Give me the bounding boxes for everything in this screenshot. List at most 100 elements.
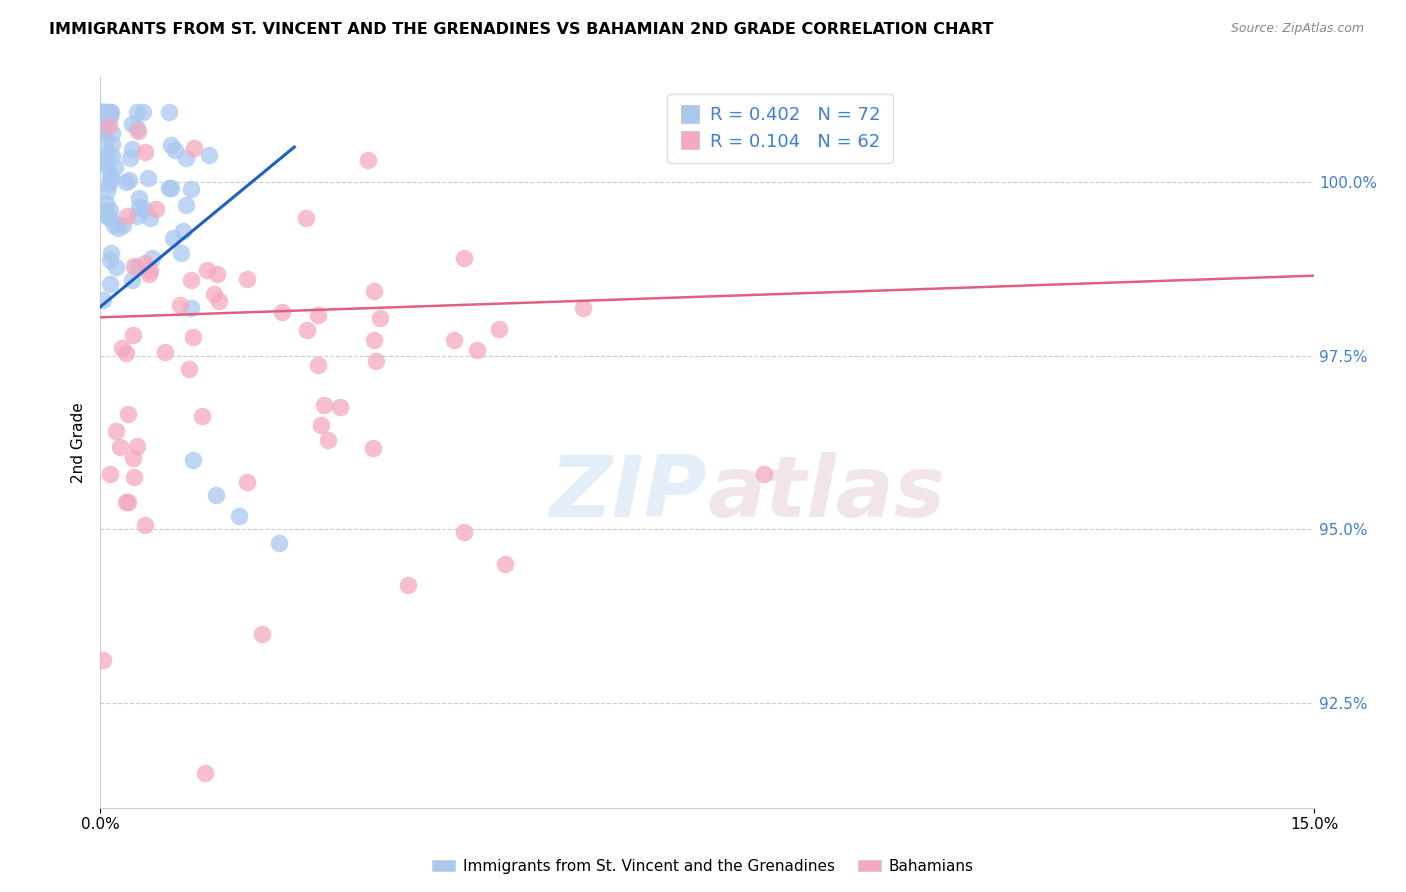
Point <box>94 203 117 218</box>
Point <box>488 322 510 336</box>
Point <box>205 488 228 502</box>
Point <box>572 301 595 315</box>
Point <box>357 153 380 167</box>
Point <box>96 184 118 198</box>
Point <box>127 123 149 137</box>
Point <box>117 407 139 421</box>
Point <box>235 271 257 285</box>
Point <box>115 495 138 509</box>
Point <box>103 218 125 232</box>
Point <box>128 200 150 214</box>
Point <box>121 450 143 465</box>
Point <box>134 255 156 269</box>
Point <box>141 252 163 266</box>
Point <box>93 653 115 667</box>
Point <box>443 333 465 347</box>
Point <box>198 148 221 162</box>
Point <box>179 362 201 376</box>
Point <box>97 177 120 191</box>
Point <box>115 346 138 360</box>
Point <box>250 627 273 641</box>
Point <box>91 151 114 165</box>
Point <box>138 262 160 277</box>
Point <box>105 424 128 438</box>
Point <box>316 433 339 447</box>
Point <box>183 141 205 155</box>
Point <box>132 202 155 216</box>
Point <box>465 343 488 358</box>
Point <box>98 119 121 133</box>
Point <box>122 469 145 483</box>
Point <box>295 211 318 225</box>
Y-axis label: 2nd Grade: 2nd Grade <box>72 402 86 483</box>
Point <box>271 304 294 318</box>
Point <box>157 180 180 194</box>
Point <box>108 440 131 454</box>
Point <box>453 525 475 540</box>
Point <box>125 120 148 135</box>
Point <box>105 260 128 274</box>
Point <box>309 418 332 433</box>
Point <box>169 246 191 260</box>
Point <box>363 284 385 298</box>
Point <box>138 267 160 281</box>
Point <box>159 181 181 195</box>
Point <box>98 203 121 218</box>
Point <box>159 138 181 153</box>
Point <box>494 558 516 572</box>
Point <box>191 409 214 423</box>
Point <box>96 195 118 210</box>
Point <box>307 358 329 372</box>
Point <box>100 277 122 291</box>
Point <box>107 221 129 235</box>
Point <box>368 310 391 325</box>
Point <box>128 191 150 205</box>
Point <box>172 224 194 238</box>
Point <box>90 120 112 135</box>
Point <box>91 105 114 120</box>
Text: ZIP: ZIP <box>550 452 707 535</box>
Point <box>100 170 122 185</box>
Point <box>138 211 160 226</box>
Point <box>157 105 180 120</box>
Point <box>101 137 124 152</box>
Point <box>127 260 149 275</box>
Text: Source: ZipAtlas.com: Source: ZipAtlas.com <box>1230 22 1364 36</box>
Point <box>396 578 419 592</box>
Point <box>202 286 225 301</box>
Point <box>269 536 291 550</box>
Point <box>125 440 148 454</box>
Point <box>132 105 155 120</box>
Point <box>122 259 145 273</box>
Point <box>312 398 335 412</box>
Point <box>117 495 139 509</box>
Point <box>96 148 118 162</box>
Point <box>100 105 122 120</box>
Point <box>91 105 114 120</box>
Point <box>295 323 318 337</box>
Point <box>208 294 231 309</box>
Point <box>163 143 186 157</box>
Point <box>125 105 148 120</box>
Point <box>136 170 159 185</box>
Point <box>364 353 387 368</box>
Point <box>145 202 167 216</box>
Point <box>93 105 115 120</box>
Point <box>121 328 143 343</box>
Point <box>194 765 217 780</box>
Point <box>453 251 475 265</box>
Point <box>118 173 141 187</box>
Point <box>205 267 228 281</box>
Point <box>195 262 218 277</box>
Point <box>97 210 120 224</box>
Point <box>98 211 121 225</box>
Point <box>121 117 143 131</box>
Point <box>153 345 176 359</box>
Point <box>127 209 149 223</box>
Point <box>181 329 204 343</box>
Point <box>162 231 184 245</box>
Point <box>115 175 138 189</box>
Point <box>96 105 118 120</box>
Point <box>104 160 127 174</box>
Point <box>118 151 141 165</box>
